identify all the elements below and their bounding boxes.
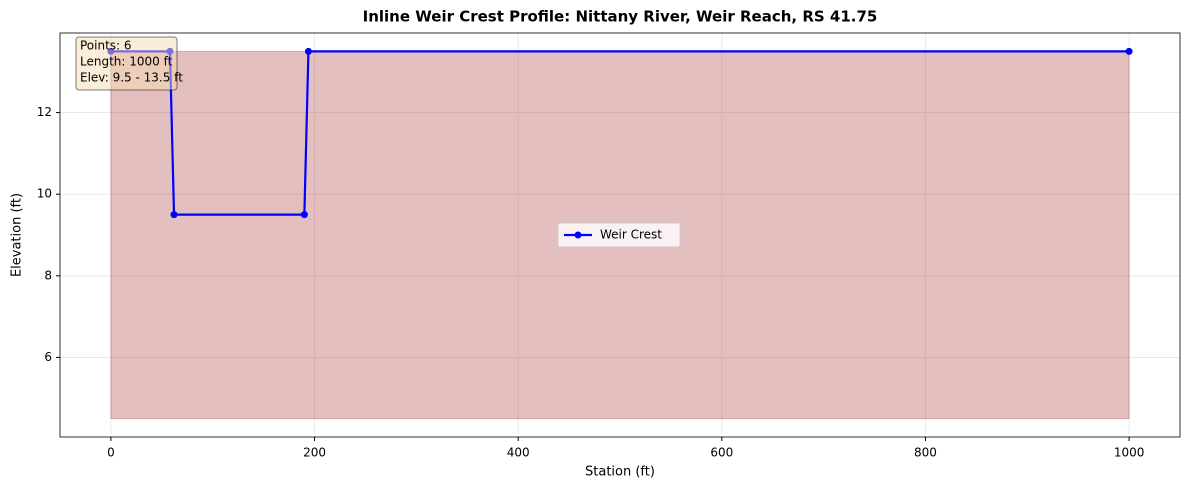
point bbox=[170, 211, 178, 219]
y-axis-label: Elevation (ft) bbox=[10, 193, 25, 277]
x-tick-label: 1000 bbox=[1114, 446, 1145, 460]
legend-box bbox=[557, 222, 681, 248]
y-tick-label: 12 bbox=[37, 105, 52, 119]
annotation-line: Elev: 9.5 - 13.5 ft bbox=[80, 71, 183, 85]
annotation-line: Points: 6 bbox=[80, 39, 132, 53]
annotation-box bbox=[75, 36, 178, 91]
chart-title: Inline Weir Crest Profile: Nittany River… bbox=[363, 8, 878, 26]
point bbox=[1125, 47, 1133, 55]
legend-marker bbox=[574, 231, 582, 239]
x-tick-label: 800 bbox=[914, 446, 937, 460]
point bbox=[304, 47, 312, 55]
y-tick-label: 6 bbox=[44, 350, 52, 364]
x-tick-label: 400 bbox=[507, 446, 530, 460]
x-tick-label: 0 bbox=[107, 446, 115, 460]
x-tick-label: 200 bbox=[303, 446, 326, 460]
x-axis-label: Station (ft) bbox=[585, 465, 655, 480]
point bbox=[300, 211, 308, 219]
annotation-line: Length: 1000 ft bbox=[80, 55, 173, 69]
y-tick-label: 8 bbox=[44, 268, 52, 282]
x-tick-label: 600 bbox=[710, 446, 733, 460]
y-tick-label: 10 bbox=[37, 187, 52, 201]
axes-frame bbox=[59, 32, 1181, 438]
legend-label: Weir Crest bbox=[600, 228, 662, 242]
